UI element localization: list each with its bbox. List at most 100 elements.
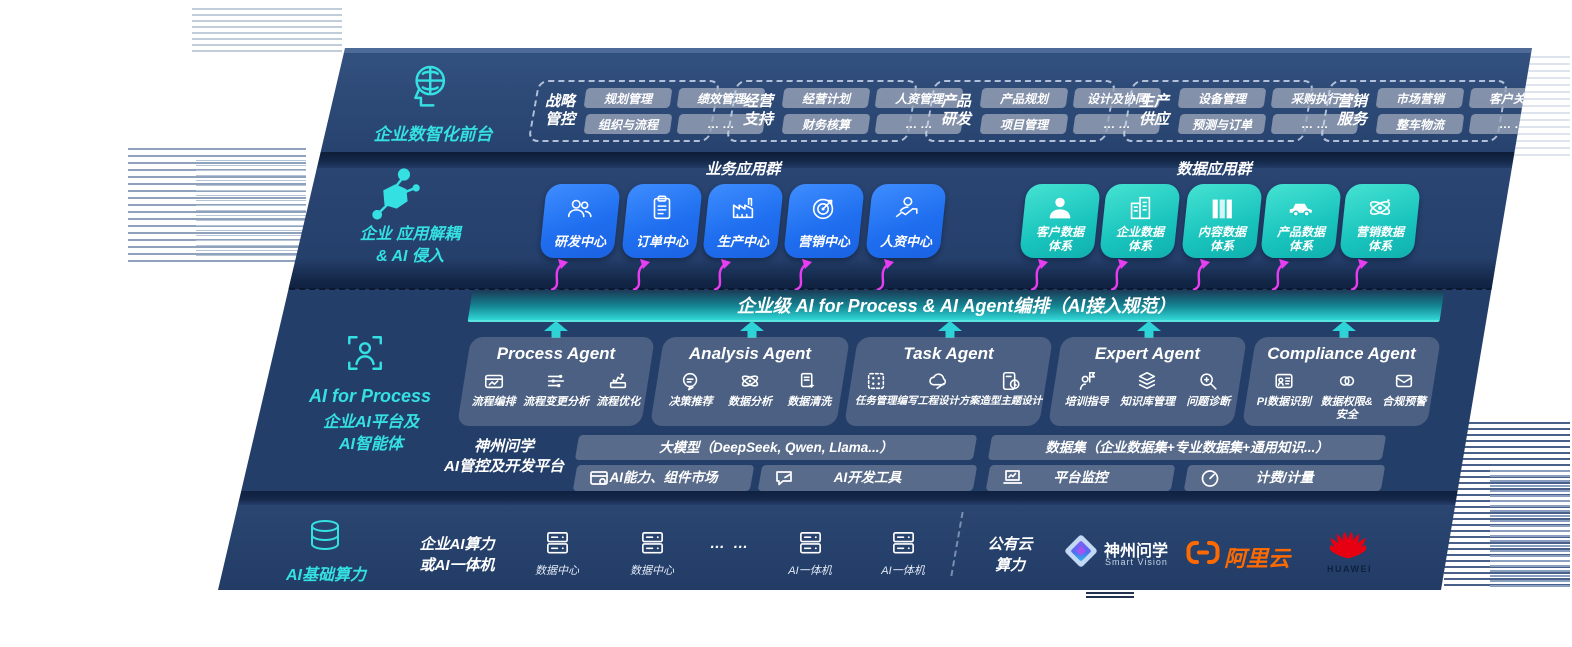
node-ai-appliance-1: AI一体机 xyxy=(780,530,840,578)
ai-orchestration-banner: 企业级 AI for Process & AI Agent编排（AI接入规范） xyxy=(467,290,1445,322)
agent-card-expert: Expert Agent 培训指导 知识库管理 问题诊断 xyxy=(1047,337,1248,426)
theme-design-icon xyxy=(1002,371,1020,391)
huawei-wordmark: HUAWEI xyxy=(1327,564,1372,574)
chip: 设计及协同 xyxy=(1072,88,1162,108)
database-icon xyxy=(311,520,339,550)
tile-hr-center: 人资中心 xyxy=(865,184,947,258)
ridge-divider-1 xyxy=(218,152,1532,168)
books-icon xyxy=(1212,199,1232,219)
magenta-connector-arrow xyxy=(1271,259,1289,292)
agent-card-task: Task Agent 任务管理 编写工程设计方案 造型主题设计 xyxy=(843,337,1054,426)
clipboard-icon xyxy=(653,195,671,220)
teal-up-arrow xyxy=(1137,321,1161,338)
chip: 人资管理 xyxy=(874,88,964,108)
ridge-divider-2 xyxy=(218,258,1532,289)
compliance-mail-icon xyxy=(1396,374,1413,388)
panel-top-bevel xyxy=(218,48,1532,53)
magenta-connector-arrow xyxy=(876,259,894,292)
monitor-bar: 平台监控 xyxy=(985,465,1176,491)
agent-item: 问题诊断 xyxy=(1186,370,1230,409)
agent-card-compliance: Compliance Agent PI数据识别 数据权限&安全 合规预警 xyxy=(1241,337,1442,426)
chip: 设备管理 xyxy=(1177,88,1267,108)
tile-rnd-center: 研发中心 xyxy=(539,184,621,258)
chip: 采购执行 xyxy=(1270,88,1360,108)
model-bar: 大模型（DeepSeek, Qwen, Llama...） xyxy=(574,435,978,460)
gauge-icon xyxy=(1201,470,1219,487)
banner-text: 企业级 AI for Process & AI Agent编排（AI接入规范） xyxy=(736,296,1176,316)
laptop-chart-icon xyxy=(1003,470,1022,484)
diagnose-icon xyxy=(1200,373,1217,390)
chat-pen-icon xyxy=(776,471,792,486)
server-icon xyxy=(641,532,663,554)
node-ai-appliance-2: AI一体机 xyxy=(873,530,933,578)
front-group-operation: 经营支持 经营计划 人资管理 财务核算 … … xyxy=(725,80,964,142)
molecule-icon xyxy=(372,168,420,220)
agent-item: 造型主题设计 xyxy=(980,370,1042,408)
chip: 经营计划 xyxy=(781,88,871,108)
front-group-title: 生产供应 xyxy=(1138,93,1169,128)
magenta-connector-arrow xyxy=(713,259,731,292)
agent-item: 数据分析 xyxy=(728,370,772,409)
knowledge-layers-icon xyxy=(1139,371,1156,390)
tile-marketing-data: 营销数据体系 xyxy=(1339,184,1421,258)
data-cleanse-icon xyxy=(801,372,815,389)
training-icon xyxy=(1079,371,1095,391)
devtool-bar: AI开发工具 xyxy=(757,465,978,491)
agent-item: 编写工程设计方案 xyxy=(897,370,980,408)
front-group-marketing: 营销服务 市场营销 客户关系 整车物流 … … xyxy=(1319,80,1532,142)
ai-layer-label-en: AI for Process xyxy=(308,386,432,406)
agent-item: 合规预警 xyxy=(1382,370,1426,421)
server-icon xyxy=(546,532,568,554)
dataset-bar: 数据集（企业数据集+专业数据集+通用知识...） xyxy=(987,435,1387,460)
front-group-title: 战略管控 xyxy=(544,93,575,128)
front-group-title: 营销服务 xyxy=(1336,93,1367,128)
tile-production-center: 生产中心 xyxy=(702,184,784,258)
chip: … … xyxy=(676,114,766,134)
agent-item: 任务管理 xyxy=(855,370,897,408)
agent-item: 数据清洗 xyxy=(787,370,831,409)
chip: 产品规划 xyxy=(979,88,1069,108)
stripe-decoration-bottom-mid xyxy=(1086,588,1134,599)
teal-up-arrow xyxy=(740,321,764,338)
customer-icon xyxy=(1049,197,1071,219)
magenta-connector-arrow xyxy=(550,259,568,292)
node-ellipsis: … … xyxy=(709,535,751,552)
flow-optimize-icon xyxy=(610,373,627,389)
platform-label: 神州问学 AI管控及开发平台 xyxy=(443,438,564,476)
chip: 绩效管理 xyxy=(676,88,766,108)
huawei-flower-icon xyxy=(1330,531,1366,559)
data-analysis-icon xyxy=(741,375,759,387)
building-icon xyxy=(1130,196,1151,220)
agent-item: 数据权限&安全 xyxy=(1319,370,1375,421)
tile-content-data: 内容数据体系 xyxy=(1181,184,1263,258)
smartvision-subtitle: Smart Vision xyxy=(1105,557,1168,567)
tile-customer-data: 客户数据体系 xyxy=(1019,184,1101,258)
public-cloud-label: 公有云 算力 xyxy=(987,536,1033,574)
target-icon xyxy=(812,198,834,220)
agent-item: 知识库管理 xyxy=(1120,370,1175,409)
teal-up-arrow xyxy=(544,321,568,338)
flow-orchestration-icon xyxy=(484,374,503,389)
chip: 预测与订单 xyxy=(1177,114,1267,134)
capability-bar: AI能力、组件市场 xyxy=(572,465,755,491)
agent-card-analysis: Analysis Agent 决策推荐 数据分析 数据清洗 xyxy=(649,337,851,426)
chip: 规划管理 xyxy=(583,88,673,108)
smartvision-diamond-icon xyxy=(1065,535,1097,567)
infra-layer-label: AI基础算力 xyxy=(285,567,366,584)
alicloud-wordmark: 阿里云 xyxy=(1224,546,1291,571)
front-group-title: 经营支持 xyxy=(742,93,773,128)
permission-rings-icon xyxy=(1339,376,1354,386)
app-layer-label: 企业 应用解耦 & AI 侵入 xyxy=(359,226,461,266)
agent-item: PI数据识别 xyxy=(1257,370,1311,421)
business-group-header: 业务应用群 xyxy=(705,161,781,178)
smartvision-name: 神州问学 xyxy=(1104,543,1169,560)
tile-marketing-center: 营销中心 xyxy=(783,184,865,258)
enterprise-compute-label: 企业AI算力 或AI一体机 xyxy=(419,536,495,574)
billing-bar: 计费/计量 xyxy=(1183,465,1386,491)
person-frame-icon xyxy=(348,336,382,370)
tile-enterprise-data: 企业数据体系 xyxy=(1099,184,1181,258)
front-group-production: 生产供应 设备管理 采购执行 预测与订单 … … xyxy=(1121,80,1360,142)
ai-layer-label-cn: 企业AI平台及 AI智能体 xyxy=(322,414,419,453)
task-grid-icon xyxy=(867,372,884,390)
window-gear-icon xyxy=(590,471,608,485)
